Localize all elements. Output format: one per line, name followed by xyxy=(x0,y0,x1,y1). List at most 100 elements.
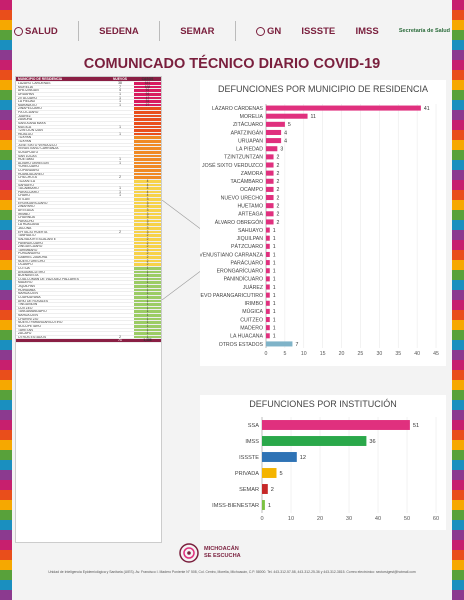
divider xyxy=(234,21,236,41)
cases-cell: 1 xyxy=(134,288,161,292)
municipality-cell: CHARO xyxy=(18,194,30,197)
municipality-cell: ZINAPÉCUARO xyxy=(18,107,42,110)
municipality-cell: TANHUATO xyxy=(18,234,36,237)
data-label: 51 xyxy=(413,423,419,429)
logo-line: SE ESCUCHA xyxy=(204,553,241,559)
municipality-cell: OCAMPO xyxy=(18,263,33,266)
category-label: ARTEAGA xyxy=(238,212,263,218)
data-label: 12 xyxy=(300,455,306,461)
category-label: JUÁREZ xyxy=(243,284,263,291)
cases-cell: 1 xyxy=(134,281,161,284)
new-cell xyxy=(106,111,134,114)
cases-cell xyxy=(134,107,161,110)
data-label: 2 xyxy=(271,487,274,493)
category-label: CUITZEO xyxy=(240,317,263,323)
cases-cell: 1 xyxy=(134,277,161,281)
cases-cell: 91 xyxy=(134,89,161,92)
municipality-cell: HUANDACAREO xyxy=(18,172,44,176)
cases-cell: 1 xyxy=(134,299,161,303)
table-row: MORELIA 7 538 xyxy=(16,85,161,90)
municipality-cell: SAHUAYO xyxy=(18,183,34,187)
data-label: 1 xyxy=(273,301,276,307)
cases-cell: 1 xyxy=(134,266,161,270)
new-cell xyxy=(106,136,134,139)
cases-cell: 27 xyxy=(134,103,161,107)
new-cell xyxy=(106,292,134,295)
new-cell xyxy=(106,310,134,313)
cases-cell xyxy=(134,143,161,147)
table-row: JIQUILPAN 1 xyxy=(16,284,161,289)
table-row: GABRIEL ZAMORA 2 xyxy=(16,255,161,260)
new-cell xyxy=(106,263,134,266)
gn-logo: GN xyxy=(255,26,281,37)
new-cell xyxy=(106,216,134,219)
bar xyxy=(266,178,274,184)
x-tick-label: 15 xyxy=(320,351,326,357)
new-cell xyxy=(106,169,134,172)
cases-cell xyxy=(134,129,161,132)
cases-cell: 2 xyxy=(134,259,161,263)
new-cell: 1 xyxy=(119,91,121,96)
new-cell xyxy=(106,140,134,143)
x-tick-label: 5 xyxy=(283,351,286,357)
x-tick-label: 20 xyxy=(317,516,323,522)
municipality-cell: TARETAN xyxy=(18,328,33,332)
bar xyxy=(266,260,270,266)
category-label: IRIMBO xyxy=(245,301,263,307)
new-cell: 1 xyxy=(119,95,121,100)
cases-cell: 1 xyxy=(134,270,161,274)
table-row: TARÍMBARO 2 xyxy=(16,248,161,253)
new-cell: 1 xyxy=(119,99,121,104)
category-label: MADERO xyxy=(240,325,263,331)
cases-cell xyxy=(134,165,161,168)
salud-logo: SALUD xyxy=(14,26,58,37)
cases-cell: 538 xyxy=(134,85,161,89)
cases-cell: 4 xyxy=(134,187,161,190)
table-row: JOSÉ SIXTO VERDUZCO xyxy=(16,143,161,148)
new-cell xyxy=(106,147,134,150)
bar xyxy=(266,113,308,119)
semar-logo: SEMAR xyxy=(180,26,214,37)
column-header: NUEVOS xyxy=(113,77,127,81)
x-tick-label: 0 xyxy=(265,351,268,357)
deaths-by-institution-chart: DEFUNCIONES POR INSTITUCIÓN 0 10 20 30 40 50 6… xyxy=(200,395,446,530)
table-row: NUEVO URECHO 2 xyxy=(16,259,161,264)
municipality-cell: ARIO DE ROSALES xyxy=(18,299,49,303)
new-cell xyxy=(106,242,134,245)
data-label: 1 xyxy=(273,236,276,242)
table-row: TZINTZUNTZAN xyxy=(16,129,161,133)
new-cell: 1 xyxy=(119,186,121,191)
category-label: PANINDÍCUARO xyxy=(224,276,263,283)
municipality-cell: PARACHO xyxy=(18,219,35,223)
x-tick-label: 10 xyxy=(288,516,294,522)
cases-cell: 3 xyxy=(134,223,161,226)
municipality-cell: TINGÜINDIN xyxy=(18,303,38,306)
category-label: HUETAMO xyxy=(237,203,263,209)
bar xyxy=(266,170,274,176)
municipality-cell: TUXPAN xyxy=(18,140,32,143)
new-cell xyxy=(106,144,134,147)
category-label: TZINTZUNTZAN xyxy=(224,155,263,161)
cases-cell: 1 xyxy=(134,274,161,277)
data-label: 5 xyxy=(280,471,283,477)
cases-cell: 1 xyxy=(134,332,161,335)
data-label: 4 xyxy=(284,130,287,136)
category-label: URUAPAN xyxy=(238,138,263,144)
table-row: PÁTZCUARO xyxy=(16,111,161,115)
municipality-cell: TANGAMANDAPIO xyxy=(18,310,47,313)
municipality-cell: APATZINGÁN xyxy=(18,89,39,92)
table-row: ZINAPÉCUARO xyxy=(16,107,161,111)
cases-cell: 4 xyxy=(134,179,161,183)
table-row: TANGAMANDAPIO 1 xyxy=(16,310,161,314)
new-cell: 2 xyxy=(119,334,121,339)
new-cell: 1 xyxy=(119,124,121,129)
bar xyxy=(266,341,293,347)
x-tick-label: 0 xyxy=(260,516,263,522)
municipality-cell: COALCOMÁN DE VÁZQUEZ PALLARES xyxy=(18,277,79,281)
table-row: EPITACIO HUERTA 2 3 xyxy=(16,230,161,235)
municipality-cell: JOSÉ SIXTO VERDUZCO xyxy=(18,143,57,147)
table-row: COPÁNDARO xyxy=(16,169,161,173)
municipality-cell: IRIMBO xyxy=(18,212,30,216)
new-cell: 1 xyxy=(119,160,121,165)
municipality-cell: YURÉCUARO xyxy=(18,165,40,168)
